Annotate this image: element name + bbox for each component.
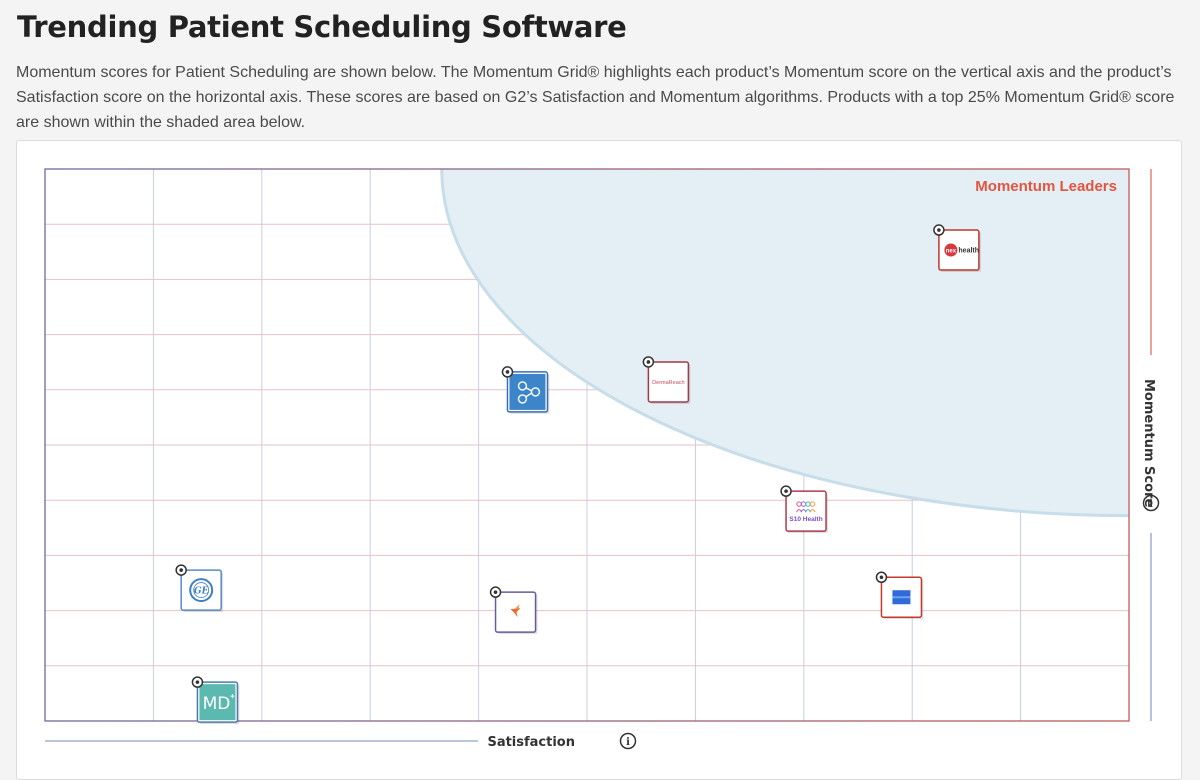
nex-health-logo[interactable]: nex health [933, 224, 981, 273]
svg-text:GE: GE [194, 587, 209, 597]
ge-healthcare-logo[interactable]: GE [175, 564, 224, 613]
momentum-leaders-region [440, 169, 1129, 518]
x-axis-title: Satisfaction [487, 735, 575, 750]
page-title: Trending Patient Scheduling Software [17, 10, 627, 44]
point-marker-icon [642, 356, 655, 368]
point-marker-icon [489, 586, 502, 598]
y-axis-info-icon[interactable]: i [1142, 494, 1160, 512]
svg-text:i: i [1149, 499, 1153, 510]
plot-frame [44, 168, 1130, 722]
dermareach-logo[interactable]: DermaReach [642, 356, 691, 404]
x-axis-info-icon[interactable]: i [619, 732, 637, 750]
blue-square-logo[interactable] [875, 571, 924, 620]
md-logo[interactable]: MD [191, 676, 240, 725]
point-marker-icon [175, 564, 187, 576]
page-description: Momentum scores for Patient Scheduling a… [16, 64, 1175, 131]
blue-share-nodes-logo[interactable] [501, 366, 550, 414]
svg-text:MD: MD [203, 694, 231, 714]
product-points: nex health DermaReach S10 Health GE MD [175, 224, 981, 725]
svg-text:S10 Health: S10 Health [789, 516, 822, 523]
momentum-grid-chart: Momentum Leaders Momentum Score i Satisf… [44, 168, 1160, 750]
momentum-leaders-label: Momentum Leaders [975, 178, 1117, 195]
svg-text:DermaReach: DermaReach [652, 380, 684, 386]
s10-health-logo[interactable]: S10 Health [780, 485, 829, 534]
svg-text:i: i [626, 737, 630, 748]
point-marker-icon [191, 676, 204, 688]
svg-text:health: health [958, 248, 979, 255]
point-marker-icon [501, 366, 514, 378]
y-axis-title: Momentum Score [1141, 379, 1156, 507]
point-marker-icon [875, 571, 888, 583]
orange-bird-logo[interactable] [489, 586, 538, 635]
momentum-grid-card: Momentum Leaders Momentum Score i Satisf… [16, 140, 1182, 780]
svg-text:nex: nex [946, 249, 957, 255]
point-marker-icon [933, 224, 945, 236]
point-marker-icon [780, 485, 792, 497]
